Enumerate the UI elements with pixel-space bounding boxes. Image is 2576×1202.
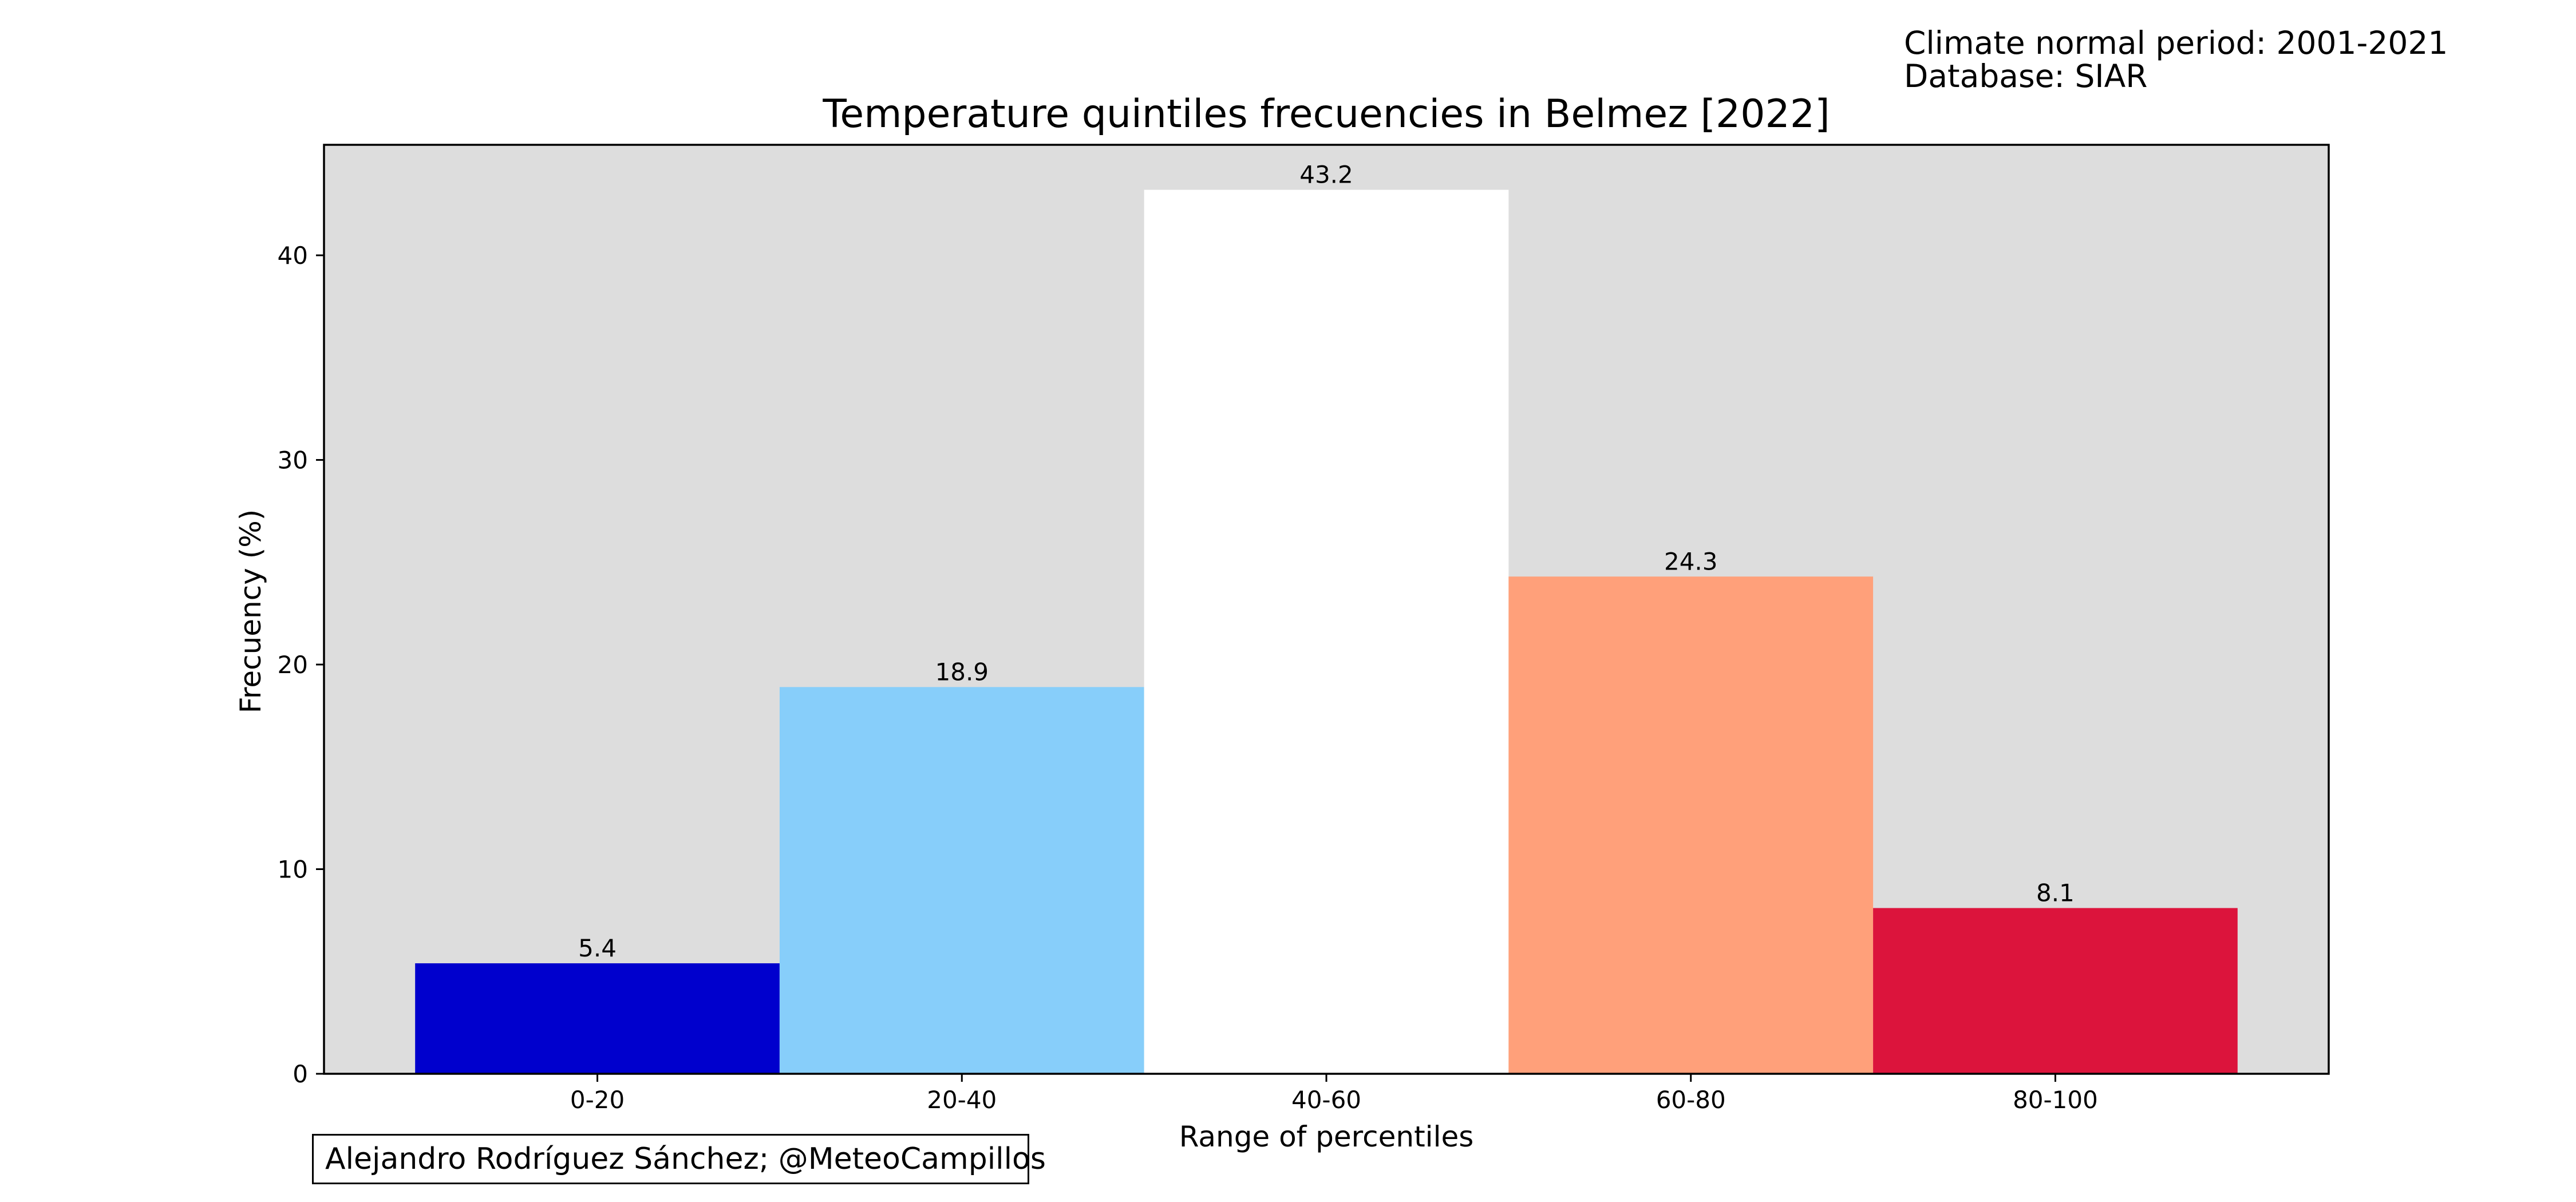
bar-value-label: 43.2 [1299,161,1353,189]
x-axis: 0-20 20-40 40-60 60-80 80-100 [570,1074,2098,1114]
x-tick-label: 40-60 [1291,1086,1361,1114]
bar-40-60 [1144,189,1509,1074]
y-axis-label: Frecuency (%) [234,509,267,713]
chart-title: Temperature quintiles frecuencies in Bel… [822,92,1830,137]
bar-80-100 [1873,908,2238,1074]
x-tick-label: 0-20 [570,1086,625,1114]
x-tick-label: 20-40 [927,1086,997,1114]
y-tick-label: 10 [278,856,308,884]
y-tick-label: 40 [278,242,308,270]
bar-0-20 [415,963,780,1074]
x-tick-label: 60-80 [1656,1086,1726,1114]
database-text: Database: SIAR [1904,58,2148,94]
bar-value-label: 5.4 [578,934,617,962]
x-axis-label: Range of percentiles [1179,1120,1474,1153]
bar-20-40 [779,687,1144,1074]
y-axis: 0 10 20 30 40 [278,242,324,1088]
bar-value-label: 8.1 [2036,879,2075,907]
credit-box: Alejandro Rodríguez Sánchez; @MeteoCampi… [312,1134,1046,1184]
bar-60-80 [1508,576,1874,1074]
y-tick-label: 30 [278,446,308,475]
bar-value-label: 18.9 [935,658,989,686]
x-tick-label: 80-100 [2013,1086,2098,1114]
y-tick-label: 0 [293,1060,308,1088]
y-tick-label: 20 [278,651,308,679]
climate-period-text: Climate normal period: 2001-2021 [1904,25,2448,61]
bar-value-label: 24.3 [1664,547,1718,575]
